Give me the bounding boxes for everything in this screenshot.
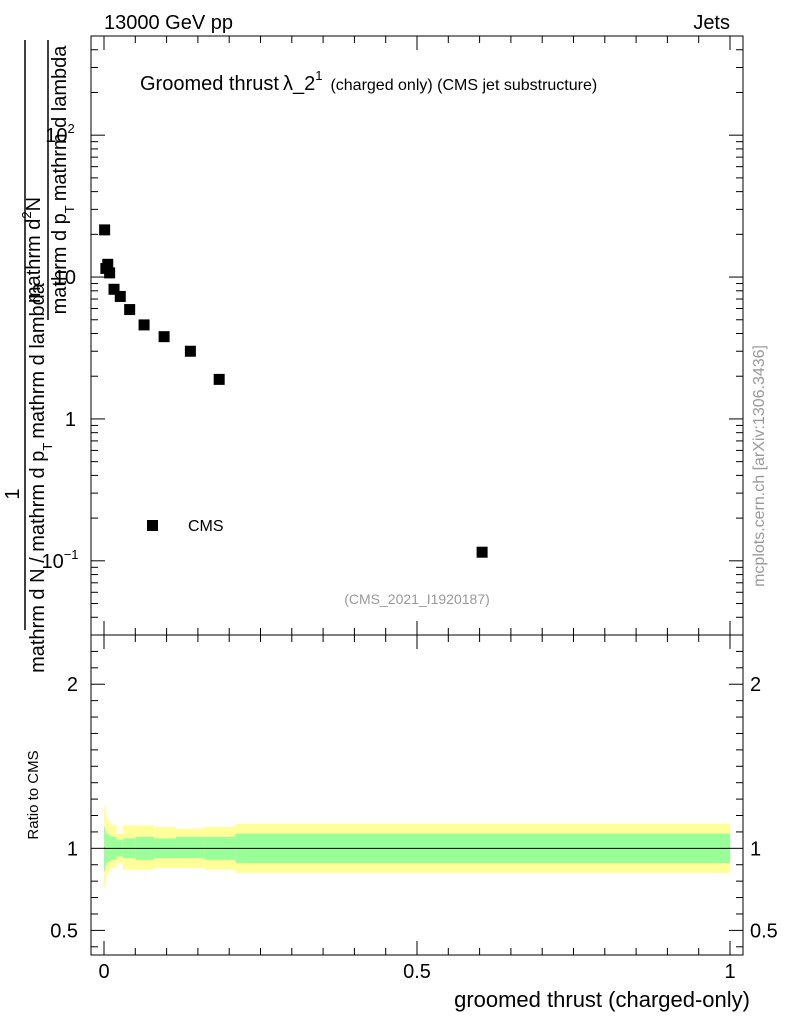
legend-label: CMS: [188, 518, 224, 535]
ylabel-mid-sup: 2: [19, 211, 34, 218]
ylabel-den-rest: mathrm d lambda: [27, 282, 49, 438]
data-point: [102, 258, 114, 270]
ratio-tick-label-right: 2: [750, 674, 761, 696]
legend-marker: [147, 520, 158, 531]
x-tick-label: 1: [724, 961, 735, 983]
ratio-tick-label-right: 1: [750, 838, 761, 860]
x-ticks: 0 0.5 1: [98, 36, 736, 983]
ylabel-den-sub: T: [40, 443, 55, 451]
y-tick-label: 1: [65, 409, 76, 431]
data-point: [158, 331, 170, 343]
ratio-tick-label-right: 0.5: [750, 920, 778, 942]
data-point: [476, 546, 488, 558]
main-y-axis-label: 1 mathrm d2N mathrm d N / mathrm d pTmat…: [2, 40, 77, 673]
ratio-tick-label-left: 0.5: [50, 920, 78, 942]
data-point: [104, 267, 116, 279]
data-point: [124, 304, 136, 316]
plot-title: Groomed thrust λ_21 (charged only) (CMS je…: [140, 68, 597, 95]
x-axis-label: groomed thrust (charged-only): [454, 987, 750, 1012]
data-points: [99, 224, 488, 558]
ylabel-den2-rest: mathrm d lambda: [49, 45, 71, 201]
ratio-tick-label-left: 1: [67, 838, 78, 860]
ylabel-den2-sub: T: [62, 205, 77, 213]
y-tick-base: 1: [65, 409, 76, 431]
x-tick-label: 0: [98, 961, 109, 983]
data-point: [184, 345, 196, 357]
ylabel-den: mathrm d N / mathrm d p: [27, 451, 49, 673]
ratio-band-group: [104, 805, 730, 888]
header-right-label: Jets: [693, 12, 730, 34]
ylabel-mid: mathrm d: [23, 219, 45, 303]
header-left-label: 13000 GeV pp: [104, 12, 233, 34]
y-tick-base: 10: [54, 267, 76, 289]
title-rest: (charged only) (CMS jet substructure): [330, 77, 597, 94]
data-point: [114, 290, 126, 302]
ratio-inner-band: [175, 836, 205, 859]
main-plot-frame: [90, 35, 744, 636]
data-point: [99, 224, 111, 236]
ylabel-numerator: 1: [2, 488, 24, 499]
ratio-y-axis-label: Ratio to CMS: [25, 750, 42, 839]
ratio-y-ticks: 0.5 0.5 1 1 2 2: [50, 650, 778, 948]
side-source-label: mcplots.cern.ch [arXiv:1306.3436]: [751, 345, 768, 587]
ratio-tick-label-left: 2: [67, 674, 78, 696]
y-tick-exponent: 2: [68, 121, 75, 136]
analysis-watermark: (CMS_2021_I1920187): [344, 591, 490, 607]
title-symbol: λ_2: [283, 73, 315, 95]
ylabel-mid-rest: N: [23, 197, 45, 211]
title-superscript: 1: [315, 68, 322, 83]
ratio-inner-band: [104, 827, 106, 872]
ratio-plot-frame: [90, 634, 744, 956]
y-tick-exponent: −1: [64, 547, 79, 562]
y-tick-label: 10: [54, 267, 76, 289]
y-tick-label: 102: [45, 121, 74, 147]
data-point: [138, 319, 150, 331]
title-main: Groomed thrust: [140, 73, 279, 95]
x-tick-label: 0.5: [403, 961, 431, 983]
data-point: [213, 373, 225, 385]
y-tick-label: 10−1: [41, 547, 78, 573]
data-point: [108, 283, 120, 295]
ylabel-upper-fraction: mathrm d2N: [19, 197, 45, 303]
ylabel-upper-den2: mathrm d pTmathrm d lambda: [49, 45, 77, 315]
ylabel-den2: mathrm d p: [49, 213, 71, 314]
y-tick-base: 10: [45, 125, 67, 147]
ylabel-lower-denominator: mathrm d N / mathrm d pTmathrm d lambda: [27, 282, 55, 673]
y-tick-base: 10: [41, 551, 63, 573]
